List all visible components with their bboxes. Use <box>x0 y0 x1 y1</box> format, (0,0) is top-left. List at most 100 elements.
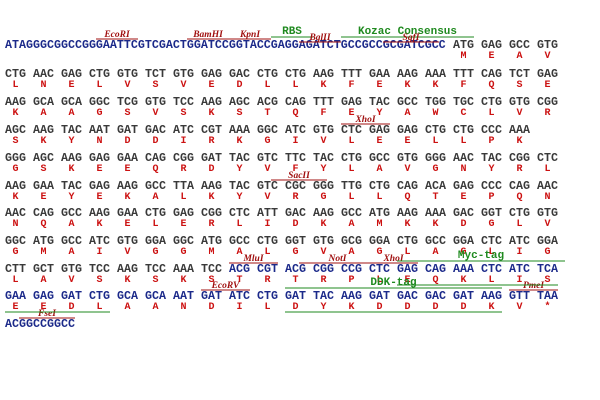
codon: CTG <box>5 67 26 81</box>
codon: CGG <box>509 151 530 165</box>
codon: TCT <box>509 67 530 81</box>
codon: CTG <box>509 206 530 220</box>
amino-acid: V <box>544 219 550 230</box>
codon: ATC <box>173 123 194 137</box>
dna-sequence: ATAGGGCGGCCGGGAATTCGTCGACTGGATCCGGTACCGA… <box>5 38 446 52</box>
amino-acid: K <box>236 136 242 147</box>
codon: AAG <box>5 179 26 193</box>
codon: CCC <box>481 123 502 137</box>
amino-acid: A <box>376 164 382 175</box>
amino-acid: Q <box>152 164 158 175</box>
amino-acid: I <box>516 247 522 258</box>
codon: GGA <box>537 234 558 248</box>
codon: GAT <box>201 151 222 165</box>
codon: AAT <box>89 123 110 137</box>
amino-acid: Y <box>320 164 326 175</box>
codon: CGG <box>173 151 194 165</box>
amino-acid: A <box>348 219 354 230</box>
codon: TAC <box>313 151 334 165</box>
codon: GAT <box>369 289 390 303</box>
codon: GAC <box>229 67 250 81</box>
amino-acid: K <box>124 275 130 286</box>
codon: GTT <box>509 289 530 303</box>
amino-acid: N <box>460 164 466 175</box>
amino-acid: I <box>292 136 298 147</box>
codon: ACG <box>285 262 306 276</box>
amino-acid: G <box>460 247 466 258</box>
enzyme-label: BglII <box>308 33 330 43</box>
amino-acid: E <box>376 80 382 91</box>
codon: GCC <box>61 206 82 220</box>
codon: GGC <box>257 123 278 137</box>
amino-acid: M <box>40 247 46 258</box>
codon: TTG <box>341 179 362 193</box>
amino-acid: P <box>488 136 494 147</box>
amino-acid: Y <box>376 108 382 119</box>
codon: CAG <box>145 151 166 165</box>
amino-acid: Q <box>40 219 46 230</box>
amino-acid: Y <box>488 164 494 175</box>
codon: GGC <box>89 95 110 109</box>
amino-acid: L <box>488 275 494 286</box>
enzyme-label: FseI <box>37 309 56 319</box>
amino-acid: L <box>432 136 438 147</box>
codon: TCC <box>173 95 194 109</box>
amino-acid: S <box>96 275 102 286</box>
codon: GAA <box>117 206 138 220</box>
codon: AAG <box>117 179 138 193</box>
amino-acid: L <box>488 108 494 119</box>
codon: AAC <box>33 67 54 81</box>
amino-acid: G <box>488 219 494 230</box>
amino-acid: I <box>96 247 102 258</box>
codon: GAG <box>453 179 474 193</box>
codon: TTT <box>341 67 362 81</box>
codon: TCA <box>537 262 558 276</box>
amino-acid: E <box>348 108 354 119</box>
enzyme-label: NotI <box>328 254 347 264</box>
amino-acid: E <box>68 80 74 91</box>
codon: TAC <box>369 95 390 109</box>
amino-acid: L <box>12 275 18 286</box>
amino-acid: V <box>516 108 522 119</box>
amino-acid: T <box>236 275 242 286</box>
codon: AAG <box>89 206 110 220</box>
amino-acid: L <box>152 219 158 230</box>
codon: CTC <box>341 123 362 137</box>
amino-acid: S <box>152 275 158 286</box>
amino-acid: S <box>544 275 550 286</box>
amino-acid: S <box>40 164 46 175</box>
codon: GGG <box>5 151 26 165</box>
amino-acid: S <box>516 80 522 91</box>
codon: GAA <box>117 151 138 165</box>
codon: ACG <box>257 95 278 109</box>
codon: ATG <box>453 38 474 52</box>
codon: TTT <box>313 95 334 109</box>
amino-acid: V <box>152 108 158 119</box>
amino-acid: A <box>40 275 46 286</box>
amino-acid: G <box>292 247 298 258</box>
codon: GGT <box>285 234 306 248</box>
amino-acid: R <box>264 275 270 286</box>
amino-acid: Y <box>68 136 74 147</box>
codon: TTC <box>285 151 306 165</box>
codon: GGG <box>313 179 334 193</box>
codon: GAG <box>89 179 110 193</box>
amino-acid: D <box>208 164 214 175</box>
codon: CGT <box>257 262 278 276</box>
codon: CTG <box>341 151 362 165</box>
amino-acid: N <box>96 136 102 147</box>
codon: CTG <box>369 179 390 193</box>
codon: GCG <box>341 234 362 248</box>
amino-acid: Q <box>488 80 494 91</box>
codon: AAC <box>537 179 558 193</box>
amino-acid: D <box>208 302 214 313</box>
codon: GAG <box>397 262 418 276</box>
amino-acid: G <box>96 108 102 119</box>
codon: CTG <box>481 95 502 109</box>
amino-acid: K <box>404 219 410 230</box>
codon: CTC <box>537 151 558 165</box>
amino-acid: G <box>12 164 18 175</box>
amino-acid: K <box>516 136 522 147</box>
amino-acid: G <box>12 247 18 258</box>
codon: GCA <box>117 289 138 303</box>
